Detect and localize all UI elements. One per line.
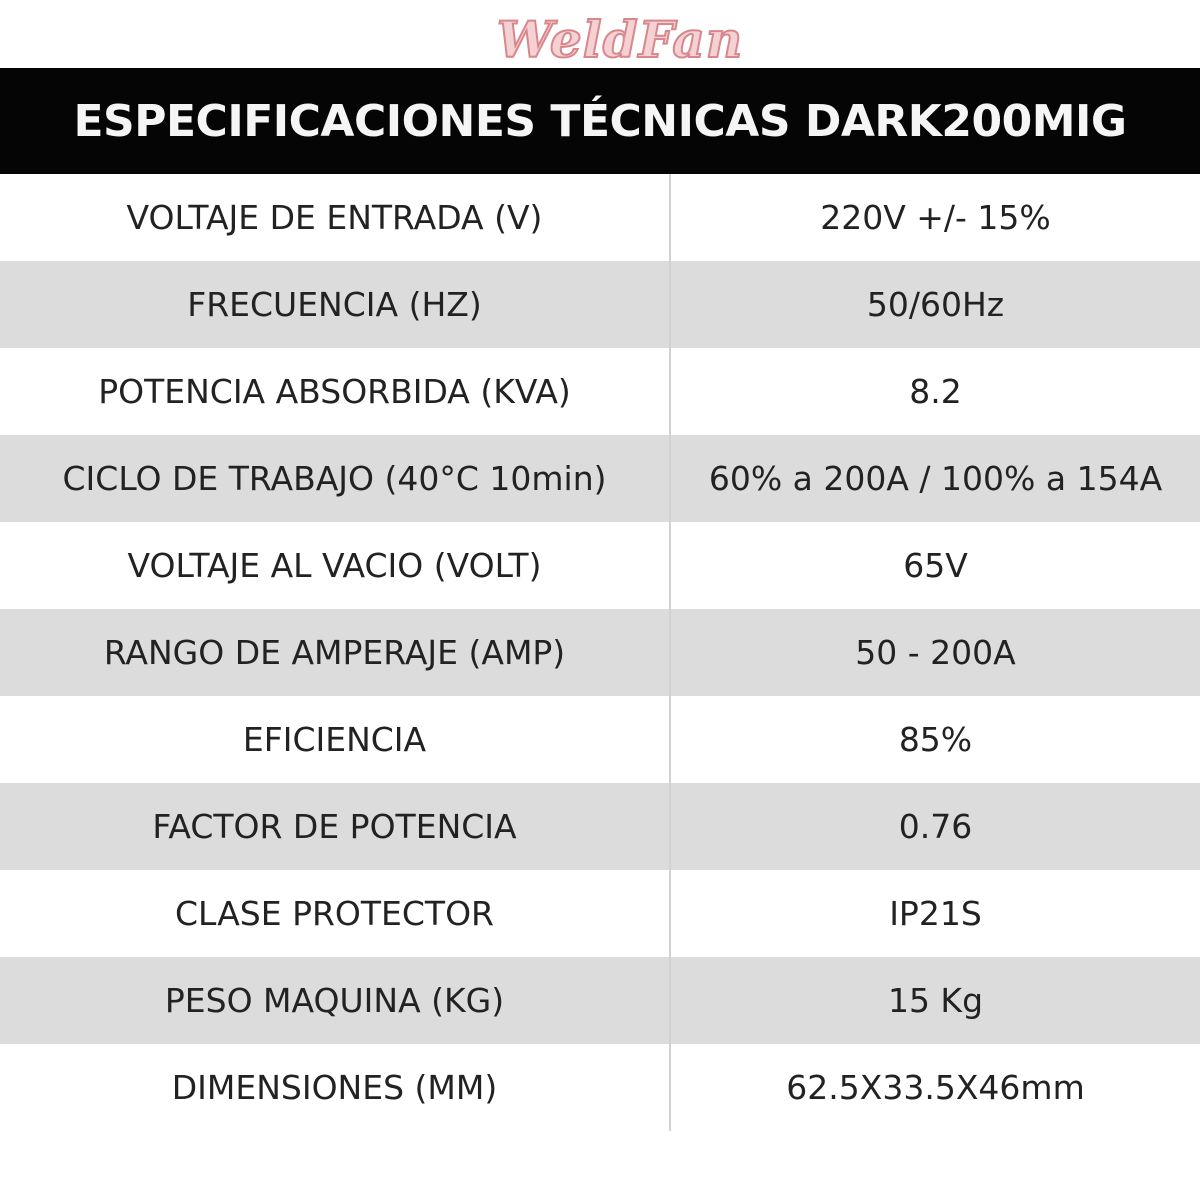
table-row: VOLTAJE AL VACIO (VOLT) 65V xyxy=(0,522,1200,609)
spec-label: FRECUENCIA (HZ) xyxy=(0,261,671,348)
brand-logo: WeldFan xyxy=(496,9,744,70)
spec-label: EFICIENCIA xyxy=(0,696,671,783)
spec-label: VOLTAJE AL VACIO (VOLT) xyxy=(0,522,671,609)
table-row: VOLTAJE DE ENTRADA (V) 220V +/- 15% xyxy=(0,174,1200,261)
table-row: POTENCIA ABSORBIDA (KVA) 8.2 xyxy=(0,348,1200,435)
spec-value: 65V xyxy=(670,522,1200,609)
spec-value: 62.5X33.5X46mm xyxy=(670,1044,1200,1131)
spec-value: 0.76 xyxy=(670,783,1200,870)
table-row: PESO MAQUINA (KG) 15 Kg xyxy=(0,957,1200,1044)
table-row: CLASE PROTECTOR IP21S xyxy=(0,870,1200,957)
spec-value: 220V +/- 15% xyxy=(670,174,1200,261)
spec-value: 85% xyxy=(670,696,1200,783)
spec-value: 8.2 xyxy=(670,348,1200,435)
table-row: FRECUENCIA (HZ) 50/60Hz xyxy=(0,261,1200,348)
table-row: CICLO DE TRABAJO (40°C 10min) 60% a 200A… xyxy=(0,435,1200,522)
table-row: EFICIENCIA 85% xyxy=(0,696,1200,783)
spec-label: CLASE PROTECTOR xyxy=(0,870,671,957)
spec-label: VOLTAJE DE ENTRADA (V) xyxy=(0,174,671,261)
spec-label: DIMENSIONES (MM) xyxy=(0,1044,671,1131)
table-header-row: ESPECIFICACIONES TÉCNICAS DARK200MIG xyxy=(0,68,1200,174)
table-title: ESPECIFICACIONES TÉCNICAS DARK200MIG xyxy=(0,68,1200,174)
spec-label: CICLO DE TRABAJO (40°C 10min) xyxy=(0,435,671,522)
spec-value: 15 Kg xyxy=(670,957,1200,1044)
specifications-table: ESPECIFICACIONES TÉCNICAS DARK200MIG VOL… xyxy=(0,68,1200,1131)
spec-value: 50/60Hz xyxy=(670,261,1200,348)
spec-value: IP21S xyxy=(670,870,1200,957)
table-row: FACTOR DE POTENCIA 0.76 xyxy=(0,783,1200,870)
spec-label: FACTOR DE POTENCIA xyxy=(0,783,671,870)
spec-value: 60% a 200A / 100% a 154A xyxy=(670,435,1200,522)
spec-label: RANGO DE AMPERAJE (AMP) xyxy=(0,609,671,696)
spec-label: PESO MAQUINA (KG) xyxy=(0,957,671,1044)
spec-value: 50 - 200A xyxy=(670,609,1200,696)
table-row: DIMENSIONES (MM) 62.5X33.5X46mm xyxy=(0,1044,1200,1131)
table-row: RANGO DE AMPERAJE (AMP) 50 - 200A xyxy=(0,609,1200,696)
spec-label: POTENCIA ABSORBIDA (KVA) xyxy=(0,348,671,435)
